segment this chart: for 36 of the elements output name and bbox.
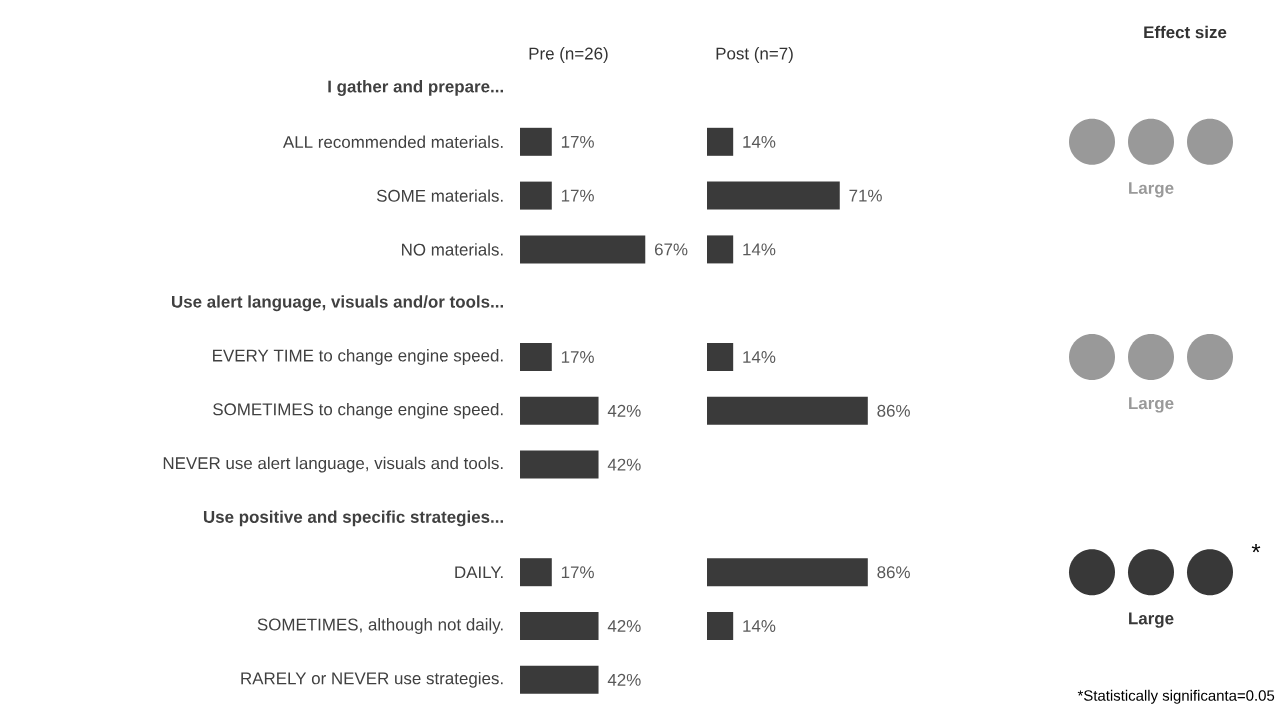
text: Large <box>1129 397 1174 413</box>
data-label: 42% <box>607 404 641 417</box>
y-tick-label: NEVER use alert language, visuals and tools. <box>163 456 503 473</box>
data-label: 71% <box>849 189 882 202</box>
data-label: 42% <box>607 620 641 632</box>
y-tick-label: SOMETIMES to change engine speed. <box>213 402 503 419</box>
y-tick-label: ALL recommended materials. <box>282 135 503 149</box>
y-tick-label: SOME materials. <box>376 189 503 202</box>
data-label: 14% <box>743 620 776 632</box>
text: Effect size <box>1144 25 1227 39</box>
y-tick-label: Use positive and specific strategies... <box>203 510 503 527</box>
text: Large <box>1129 612 1174 628</box>
y-tick-label: I gather and prepare... <box>328 80 503 96</box>
data-label: 17% <box>561 566 594 579</box>
data-label: 42% <box>607 673 641 686</box>
chart-title: Pre (n=26) <box>529 47 608 63</box>
data-label: 42% <box>607 458 641 471</box>
text: * <box>1251 543 1261 553</box>
data-label: 14% <box>743 135 776 148</box>
data-label: 17% <box>561 135 594 148</box>
data-label: 86% <box>877 566 910 579</box>
data-label: 14% <box>743 243 776 256</box>
text: *Statistically significanta=0.05 <box>1077 689 1275 704</box>
data-label: 67% <box>654 243 688 256</box>
y-tick-label: SOMETIMES, although not daily. <box>257 618 503 634</box>
y-tick-label: NO materials. <box>402 243 503 256</box>
y-tick-label: RARELY or NEVER use strategies. <box>241 671 503 688</box>
chart-title: Post (n=7) <box>716 47 793 63</box>
data-label: 14% <box>743 351 776 363</box>
y-tick-label: EVERY TIME to change engine speed. <box>213 349 503 365</box>
data-label: 17% <box>561 351 594 363</box>
data-label: 86% <box>877 404 910 417</box>
y-tick-label: Use alert language, visuals and/or tools... <box>172 295 504 312</box>
text: Large <box>1129 182 1174 198</box>
y-tick-label: DAILY. <box>455 566 503 579</box>
data-label: 17% <box>561 189 594 202</box>
